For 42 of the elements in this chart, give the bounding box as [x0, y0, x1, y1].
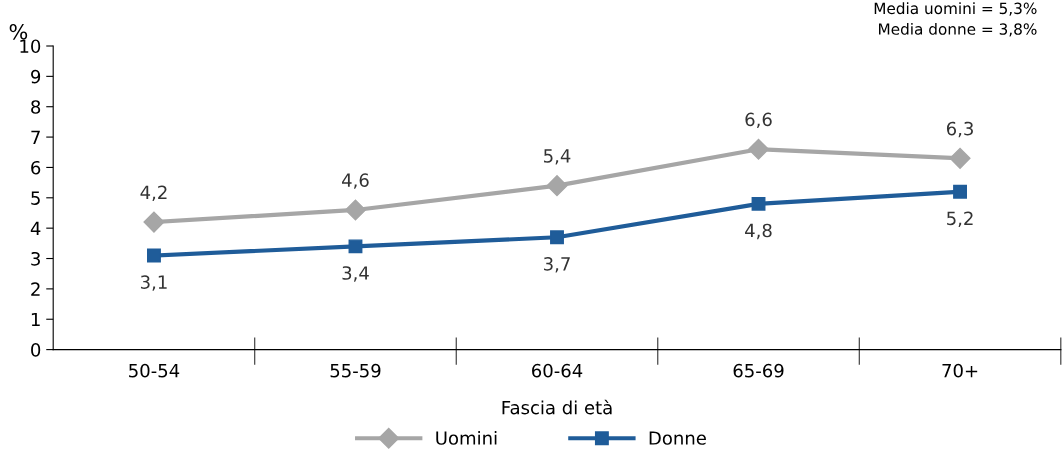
data-label: 4,8 [745, 223, 772, 240]
data-label: 6,3 [946, 121, 973, 138]
y-tick-label: 5 [31, 191, 40, 205]
point [953, 184, 967, 199]
y-tick-label: 7 [31, 130, 40, 144]
x-tick-label: 70+ [942, 363, 978, 378]
point [344, 199, 366, 221]
data-label: 5,2 [947, 211, 973, 227]
y-tick-label: 1 [31, 312, 40, 327]
data-label: 3,1 [140, 275, 167, 291]
point [550, 230, 564, 245]
point [751, 196, 766, 211]
y-tick-label: 8 [31, 100, 41, 114]
point [546, 175, 568, 197]
y-tick-label: 0 [31, 343, 41, 357]
y-tick-label: 9 [31, 69, 41, 84]
data-label: 3,4 [342, 266, 369, 282]
point [348, 239, 363, 254]
y-tick-label: 4 [30, 221, 41, 236]
data-label: 5,4 [544, 149, 571, 165]
data-label: 6,6 [745, 112, 772, 129]
point [748, 138, 770, 160]
y-tick-label: 6 [31, 160, 41, 175]
x-tick-label: 65-69 [733, 363, 784, 378]
y-axis-title: % [9, 23, 28, 40]
y-tick-label: 10 [20, 39, 41, 54]
data-label: 3,7 [544, 257, 570, 273]
point [143, 211, 165, 233]
y-tick-label: 3 [31, 251, 40, 266]
data-label: 4,6 [342, 173, 369, 189]
x-tick-label: 50-54 [129, 363, 180, 378]
x-tick-label: 55-59 [330, 363, 381, 378]
text: Media donne = 3,8% [879, 23, 1037, 37]
y-tick-label: 2 [31, 282, 40, 296]
text: Media uomini = 5,3% [874, 2, 1037, 16]
x-axis-title: Fascia di età [502, 399, 612, 415]
data-label: 4,2 [140, 185, 167, 201]
legend-label: Uomini [436, 430, 497, 445]
x-tick-label: 60-64 [532, 363, 583, 378]
legend-label: Donne [649, 431, 706, 445]
point [949, 147, 971, 169]
point [147, 248, 161, 263]
